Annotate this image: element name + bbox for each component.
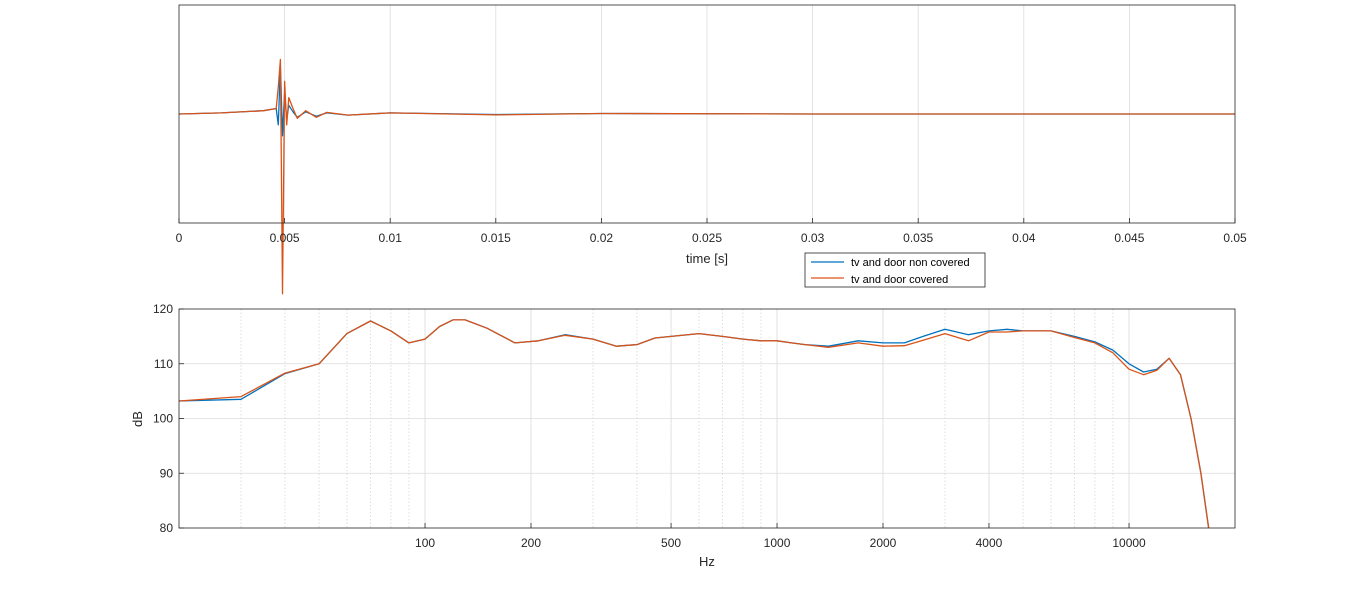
- legend-box: [804, 252, 986, 288]
- frequency-plot-y-label: dB: [130, 411, 145, 427]
- legend-label-covered: tv and door covered: [851, 274, 948, 286]
- time-series-tv-and-door-covered: [178, 58, 1235, 295]
- frequency-plot-grid: [179, 309, 1235, 528]
- time-tick-label-0-015: 0.015: [481, 231, 511, 245]
- time-tick-label-0-01: 0.01: [379, 231, 403, 245]
- frequency-y-tick-label-120: 120: [153, 302, 173, 316]
- frequency-x-tick-label-4000: 4000: [976, 536, 1003, 550]
- frequency-plot-x-ticks: 100 200 500 1000 2000 4000 10000: [415, 523, 1146, 550]
- legend: tv and door non covered tv and door cove…: [804, 252, 986, 288]
- frequency-x-tick-label-200: 200: [521, 536, 541, 550]
- frequency-y-tick-label-80: 80: [160, 521, 174, 535]
- time-tick-label-0-005: 0.005: [270, 231, 300, 245]
- frequency-y-tick-label-90: 90: [160, 466, 174, 480]
- time-tick-label-0: 0: [176, 231, 183, 245]
- frequency-y-tick-label-100: 100: [153, 412, 173, 426]
- time-tick-label-0-04: 0.04: [1012, 231, 1036, 245]
- time-plot-x-ticks: 0 0.005 0.01 0.015 0.02 0.025 0.03 0.035 0.04 0.0…: [176, 218, 1247, 245]
- time-tick-label-0-02: 0.02: [590, 231, 614, 245]
- frequency-plot: 100 200 500 1000 2000 4000 10000 80 90 100 110 120…: [130, 302, 1236, 569]
- time-tick-label-0-03: 0.03: [801, 231, 825, 245]
- time-tick-label-0-05: 0.05: [1223, 231, 1247, 245]
- frequency-x-tick-label-100: 100: [415, 536, 435, 550]
- frequency-plot-series: [179, 319, 1210, 528]
- legend-label-non-covered: tv and door non covered: [851, 257, 970, 269]
- frequency-y-tick-label-110: 110: [154, 357, 173, 371]
- frequency-x-tick-label-10000: 10000: [1112, 536, 1146, 550]
- frequency-plot-y-ticks: 80 90 100 110 120: [153, 302, 184, 535]
- frequency-series-tv-and-door-covered: [179, 319, 1210, 528]
- time-tick-label-0-035: 0.035: [903, 231, 933, 245]
- frequency-plot-x-label: Hz: [699, 554, 715, 569]
- time-tick-label-0-045: 0.045: [1114, 231, 1144, 245]
- frequency-x-tick-label-500: 500: [661, 536, 681, 550]
- time-plot-series: [178, 58, 1235, 295]
- frequency-x-tick-label-1000: 1000: [764, 536, 791, 550]
- time-plot: 0 0.005 0.01 0.015 0.02 0.025 0.03 0.035 0.04 0.0…: [176, 4, 1247, 295]
- time-tick-label-0-025: 0.025: [692, 231, 722, 245]
- time-plot-x-label: time [s]: [686, 251, 728, 266]
- frequency-x-tick-label-2000: 2000: [870, 536, 897, 550]
